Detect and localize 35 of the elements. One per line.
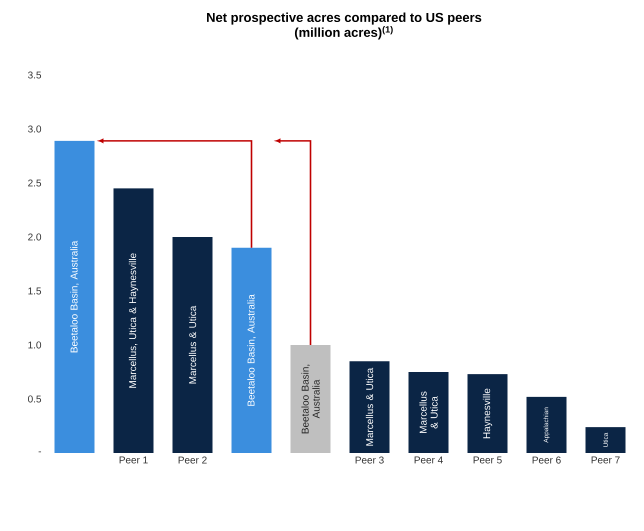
y-tick-label: 2.0 [28, 233, 42, 241]
y-tick-label: 1.5 [28, 288, 42, 294]
bar [290, 345, 331, 453]
annotation: Beetaloo Basin, Australia [301, 364, 320, 434]
bar [232, 248, 272, 453]
bar [172, 236, 213, 453]
x-tick-label: Peer 4 [414, 456, 443, 464]
y-tick-label: 1.0 [28, 341, 42, 349]
y-tick-label: 2.5 [28, 179, 42, 187]
y-tick-label: 0.5 [28, 395, 42, 403]
y-tick-label: 3.5 [28, 71, 42, 79]
chart-title: Net prospective acres compared to US peers [207, 12, 482, 25]
bar [526, 396, 567, 453]
annotation: Haynesville [482, 388, 492, 438]
x-tick-label: Peer 6 [532, 456, 561, 464]
annotation: Marcellus & Utica [188, 306, 196, 384]
bar [586, 427, 626, 453]
bar [468, 374, 508, 453]
x-tick-label: Peer 3 [356, 456, 384, 464]
annotation: Marcellus & Utica [419, 392, 438, 433]
y-tick-label: - [38, 451, 42, 452]
bar [408, 372, 449, 453]
annotation: Beetaloo Basin, Australia [70, 240, 79, 352]
bar [350, 361, 390, 453]
annotation: Marcellus, Utica & Haynesville [128, 253, 138, 388]
annotation: Marcellus & Utica [366, 368, 374, 446]
chart-subtitle: (million acres)$^{(1)}$ [294, 26, 393, 40]
bar [54, 140, 94, 453]
x-tick-label: Peer 5 [474, 456, 502, 464]
x-tick-label: Peer 2 [178, 456, 207, 464]
x-tick-label: Peer 7 [592, 456, 620, 464]
y-tick-label: 3.0 [28, 125, 42, 133]
annotation: Beetaloo Basin, Australia [247, 294, 256, 406]
bar [114, 188, 154, 453]
x-tick-label: Peer 1 [120, 456, 148, 464]
